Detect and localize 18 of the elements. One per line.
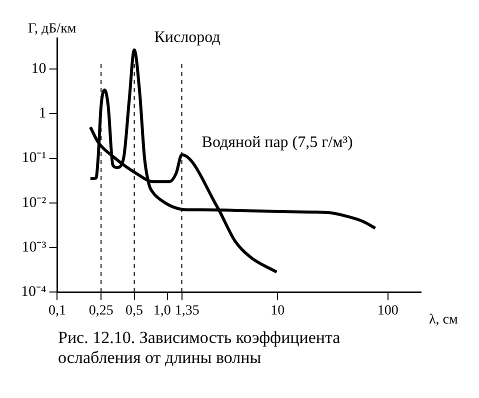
- x-axis-title: λ, см: [429, 312, 458, 328]
- y-tick-label: 10⁻³: [22, 239, 47, 256]
- y-tick-label: 10⁻¹: [22, 150, 46, 166]
- x-tick-label: 1,0: [153, 304, 171, 319]
- x-tick-label: 10: [270, 304, 285, 319]
- y-axis-title: Г, дБ/км: [28, 22, 76, 37]
- series-label: Водяной пар (7,5 г/м³): [202, 134, 353, 151]
- y-tick-label: 10⁻⁴: [20, 284, 46, 300]
- x-tick-label: 1,35: [174, 304, 200, 319]
- y-tick-label: 10⁻²: [22, 194, 47, 211]
- x-tick-label: 0,5: [126, 304, 144, 319]
- y-tick-label: 10: [31, 61, 46, 78]
- x-tick-label: 0,1: [48, 304, 66, 319]
- series-label: Кислород: [154, 29, 220, 46]
- text: Рис. 12.10. Зависимость коэффициента ослабления от длины волны: [58, 328, 342, 368]
- x-tick-label: 100: [377, 304, 398, 319]
- x-tick-label: 0,25: [88, 304, 114, 319]
- y-tick-label: 1: [38, 106, 46, 122]
